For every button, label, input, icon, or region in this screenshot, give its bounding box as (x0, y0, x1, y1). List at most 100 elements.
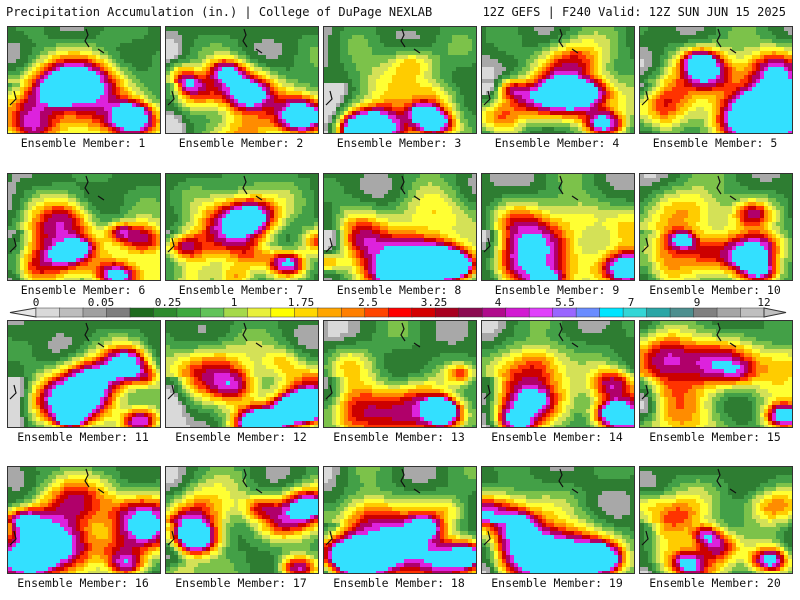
member-label: Ensemble Member: 3 (320, 136, 478, 150)
colorbar-segment (552, 307, 577, 318)
precip-field (482, 467, 634, 573)
member-label: Ensemble Member: 11 (4, 430, 162, 444)
colorbar-arrow-left (9, 307, 37, 318)
colorbar-tick-label: 0.05 (88, 296, 115, 309)
colorbar-segment (599, 307, 624, 318)
ensemble-member-map (165, 173, 319, 281)
coastline (167, 175, 263, 253)
ensemble-member-map (639, 26, 793, 134)
member-label: Ensemble Member: 9 (478, 283, 636, 297)
ensemble-member-map (481, 173, 635, 281)
precip-field (324, 27, 476, 133)
colorbar-segment (59, 307, 84, 318)
member-label: Ensemble Member: 2 (162, 136, 320, 150)
colorbar-tick-label: 4 (495, 296, 502, 309)
ensemble-member-map (165, 26, 319, 134)
precip-field (8, 174, 160, 280)
member-label: Ensemble Member: 6 (4, 283, 162, 297)
precip-field (324, 467, 476, 573)
colorbar-segment (364, 307, 390, 318)
ensemble-member-map (165, 320, 319, 428)
colorbar-segment (200, 307, 225, 318)
precip-field (640, 467, 792, 573)
colorbar-segment (458, 307, 483, 318)
ensemble-member-map (323, 320, 477, 428)
ensemble-member-map (7, 173, 161, 281)
colorbar-tick-label: 1 (231, 296, 238, 309)
colorbar-segment (388, 307, 413, 318)
colorbar-tick-label: 9 (694, 296, 701, 309)
member-label: Ensemble Member: 5 (636, 136, 794, 150)
colorbar-segment (693, 307, 718, 318)
colorbar-tick-label: 5.5 (555, 296, 575, 309)
member-label: Ensemble Member: 18 (320, 576, 478, 590)
colorbar-tick-label: 7 (628, 296, 635, 309)
coastline (9, 175, 105, 253)
colorbar-segment (153, 307, 178, 318)
colorbar-arrow-right (763, 307, 787, 318)
colorbar-segment (317, 307, 343, 318)
colorbar-tick-label: 0 (33, 296, 40, 309)
precip-field (8, 321, 160, 427)
colorbar-segment (528, 307, 554, 318)
model-run-info: 12Z GEFS | F240 Valid: 12Z SUN JUN 15 20… (483, 5, 786, 19)
coastline (325, 175, 421, 253)
precip-field (324, 174, 476, 280)
colorbar-segment (575, 307, 601, 318)
member-label: Ensemble Member: 1 (4, 136, 162, 150)
precip-field (8, 27, 160, 133)
member-label: Ensemble Member: 17 (162, 576, 320, 590)
colorbar-segment (223, 307, 249, 318)
precip-field (166, 27, 318, 133)
precip-field (166, 321, 318, 427)
ensemble-member-map (323, 466, 477, 574)
ensemble-member-map (639, 173, 793, 281)
colorbar-segment (176, 307, 202, 318)
coastline (483, 175, 579, 253)
member-label: Ensemble Member: 4 (478, 136, 636, 150)
colorbar-segment (247, 307, 272, 318)
coastline (641, 468, 737, 546)
ensemble-member-map (481, 320, 635, 428)
ensemble-member-map (7, 26, 161, 134)
colorbar-segment (505, 307, 530, 318)
coastline (9, 28, 105, 106)
colorbar-segment (622, 307, 648, 318)
member-label: Ensemble Member: 13 (320, 430, 478, 444)
precip-field (8, 467, 160, 573)
precip-field (482, 27, 634, 133)
colorbar-tick-label: 0.25 (155, 296, 182, 309)
ensemble-member-map (481, 26, 635, 134)
colorbar-tick-label: 1.75 (288, 296, 315, 309)
ensemble-member-map (323, 173, 477, 281)
coastline (325, 468, 421, 546)
precip-field (324, 321, 476, 427)
colorbar-segment (82, 307, 108, 318)
member-label: Ensemble Member: 12 (162, 430, 320, 444)
member-label: Ensemble Member: 15 (636, 430, 794, 444)
precip-field (166, 467, 318, 573)
ensemble-member-map (481, 466, 635, 574)
member-label: Ensemble Member: 10 (636, 283, 794, 297)
precip-field (482, 174, 634, 280)
ensemble-member-map (7, 320, 161, 428)
coastline (325, 28, 421, 106)
coastline (641, 175, 737, 253)
colorbar-segment (716, 307, 742, 318)
coastline (9, 468, 105, 546)
colorbar-segment (740, 307, 765, 318)
colorbar-segment (270, 307, 296, 318)
colorbar-tick-label: 12 (757, 296, 770, 309)
precip-field (482, 321, 634, 427)
ensemble-member-map (165, 466, 319, 574)
colorbar-segment (106, 307, 131, 318)
ensemble-member-map (639, 466, 793, 574)
member-label: Ensemble Member: 7 (162, 283, 320, 297)
coastline (167, 322, 263, 400)
coastline (9, 322, 105, 400)
precip-field (640, 174, 792, 280)
colorbar-segment (35, 307, 61, 318)
member-label: Ensemble Member: 14 (478, 430, 636, 444)
member-label: Ensemble Member: 20 (636, 576, 794, 590)
coastline (325, 322, 421, 400)
